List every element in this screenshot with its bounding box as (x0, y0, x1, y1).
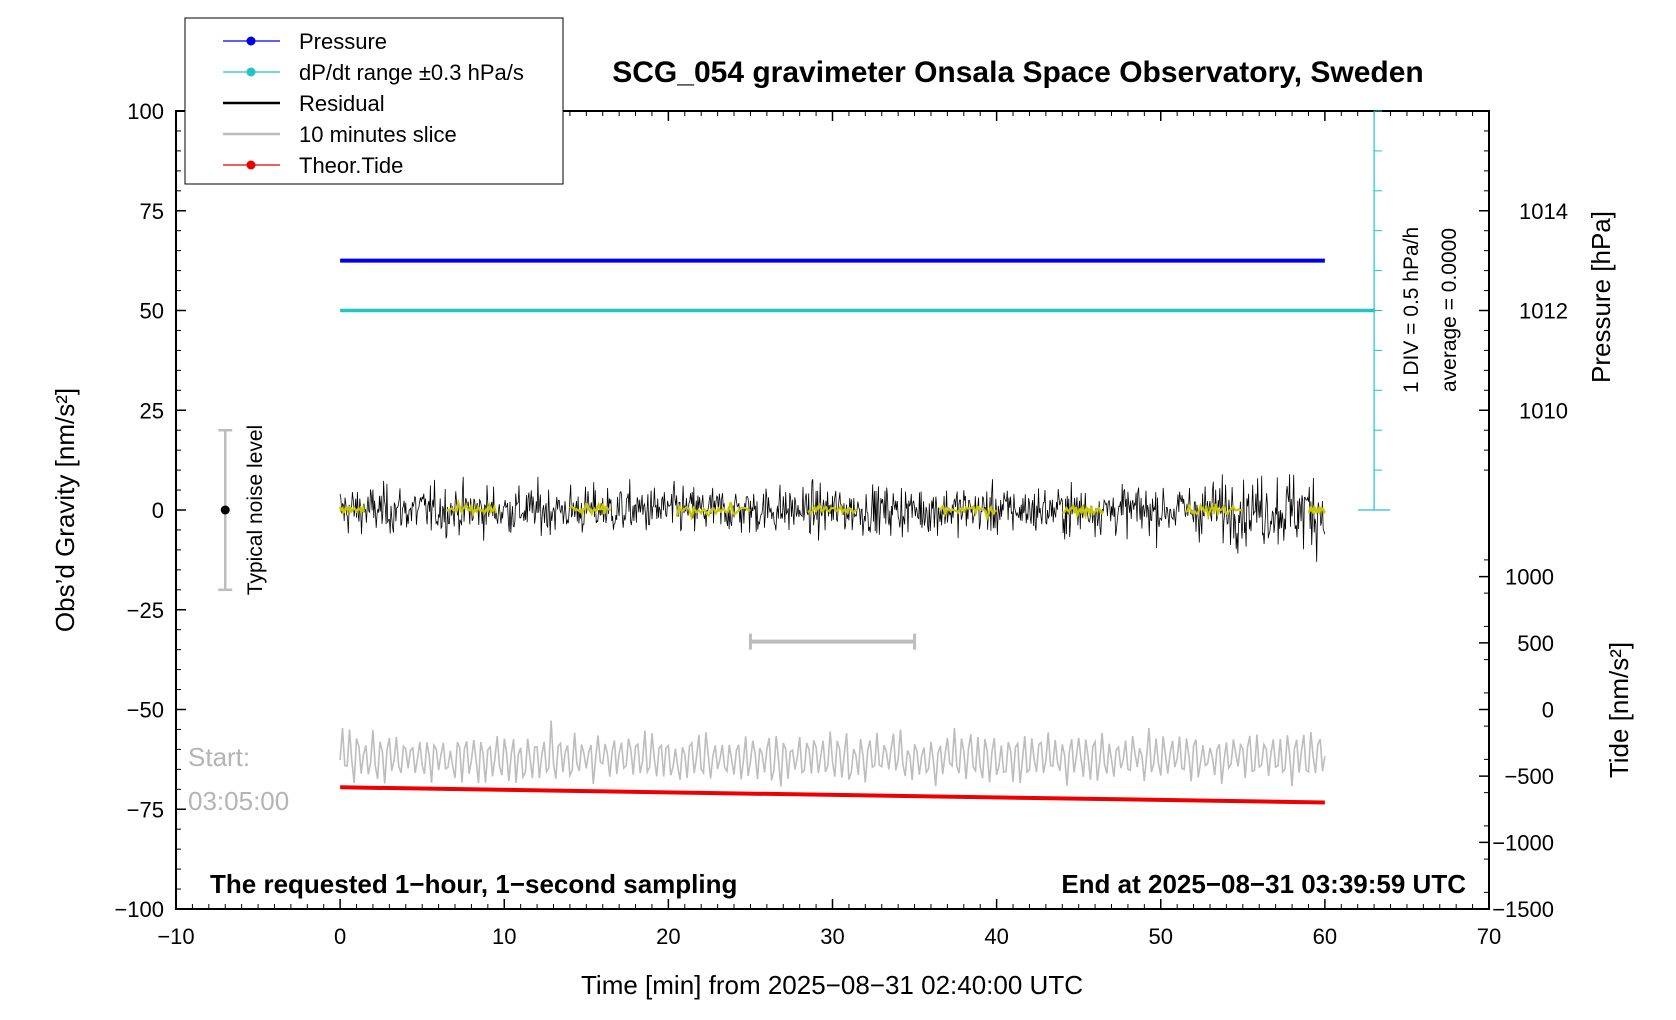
x-tick-label: 20 (656, 924, 680, 949)
y-tick-label: −75 (127, 797, 164, 822)
x-tick-label: 10 (492, 924, 516, 949)
x-axis-title: Time [min] from 2025−08−31 02:40:00 UTC (581, 970, 1083, 1000)
pressure-scale-note: 1 DIV = 0.5 hPa/h (1400, 227, 1423, 393)
pressure-tick-labels: 1010 1012 1014 (1519, 199, 1568, 424)
smoothed-residual-segment (1307, 504, 1326, 515)
tide-tick-label: 1000 (1505, 565, 1554, 590)
smoothed-residual-segment (339, 504, 365, 516)
pressure-tick-label: 1012 (1519, 299, 1568, 324)
y-tick-label: −100 (114, 897, 164, 922)
smoothed-residual-segment (1184, 502, 1243, 520)
legend-swatch-dot (246, 160, 256, 170)
y-axis-title-left: Obs’d Gravity [nm/s²] (50, 388, 80, 632)
tide-tick-label: 0 (1542, 698, 1554, 723)
x-tick-label: 50 (1149, 924, 1173, 949)
x-tick-label: 40 (984, 924, 1008, 949)
legend-label: 10 minutes slice (299, 122, 457, 147)
ten-minute-slice-line (339, 720, 1326, 787)
tide-tick-label: −1500 (1492, 897, 1554, 922)
chart-title: SCG_054 gravimeter Onsala Space Observat… (612, 56, 1424, 89)
x-tick-label: 30 (820, 924, 844, 949)
y-axis-title-pressure: Pressure [hPa] (1586, 211, 1616, 383)
y-tick-label: −25 (127, 598, 164, 623)
note-sampling: The requested 1−hour, 1−second sampling (210, 869, 737, 899)
x-tick-labels: −10 0 10 20 30 40 50 60 70 (157, 924, 1501, 949)
y-tick-label: −50 (127, 698, 164, 723)
smoothed-residual-segment (938, 503, 997, 522)
pressure-tick-label: 1014 (1519, 199, 1568, 224)
legend-label: Pressure (299, 29, 387, 54)
smoothed-residual-segment (675, 501, 751, 521)
y-tick-label: 75 (140, 199, 164, 224)
legend-swatch-dot (246, 67, 256, 77)
series-layer (218, 110, 1391, 805)
tide-tick-labels: −1500 −1000 −500 0 500 1000 (1492, 565, 1554, 922)
y-tick-labels: −100 −75 −50 −25 0 25 50 75 100 (114, 99, 164, 922)
y-tick-label: 0 (152, 498, 164, 523)
legend-label: Theor.Tide (299, 153, 403, 178)
residual-line (339, 474, 1326, 562)
pressure-tick-label: 1010 (1519, 398, 1568, 423)
average-note: average = 0.0000 (1438, 228, 1461, 392)
legend: Pressure dP/dt range ±0.3 hPa/s Residual 10… (184, 17, 564, 185)
noise-level-center-dot (220, 505, 230, 515)
smoothed-residual-segment (807, 502, 858, 516)
y-axis-title-tide: Tide [nm/s²] (1604, 642, 1634, 778)
y-tick-label: 25 (140, 398, 164, 423)
tide-tick-label: −500 (1504, 764, 1554, 789)
tide-tick-label: 500 (1517, 631, 1554, 656)
tide-line (340, 785, 1325, 805)
x-tick-label: 0 (334, 924, 346, 949)
start-time: 03:05:00 (188, 786, 289, 816)
y-tick-label: 100 (127, 99, 164, 124)
x-tick-label: 60 (1313, 924, 1337, 949)
legend-box (184, 17, 564, 185)
start-label: Start: (188, 742, 250, 772)
note-end-time: End at 2025−08−31 03:39:59 UTC (1061, 869, 1466, 899)
smoothed-residual-segment (446, 498, 498, 517)
x-tick-label: 70 (1477, 924, 1501, 949)
legend-entries: Pressure dP/dt range ±0.3 hPa/s Residual 10… (223, 29, 524, 178)
legend-label: dP/dt range ±0.3 hPa/s (299, 60, 524, 85)
tide-tick-label: −1000 (1492, 830, 1554, 855)
noise-level-label: Typical noise level (244, 425, 267, 595)
legend-label: Residual (299, 91, 385, 116)
legend-swatch-dot (246, 36, 256, 46)
x-tick-label: −10 (157, 924, 194, 949)
y-tick-label: 50 (140, 299, 164, 324)
smoothed-residual-segment (568, 501, 611, 517)
smoothed-residual-segment (1062, 503, 1105, 520)
